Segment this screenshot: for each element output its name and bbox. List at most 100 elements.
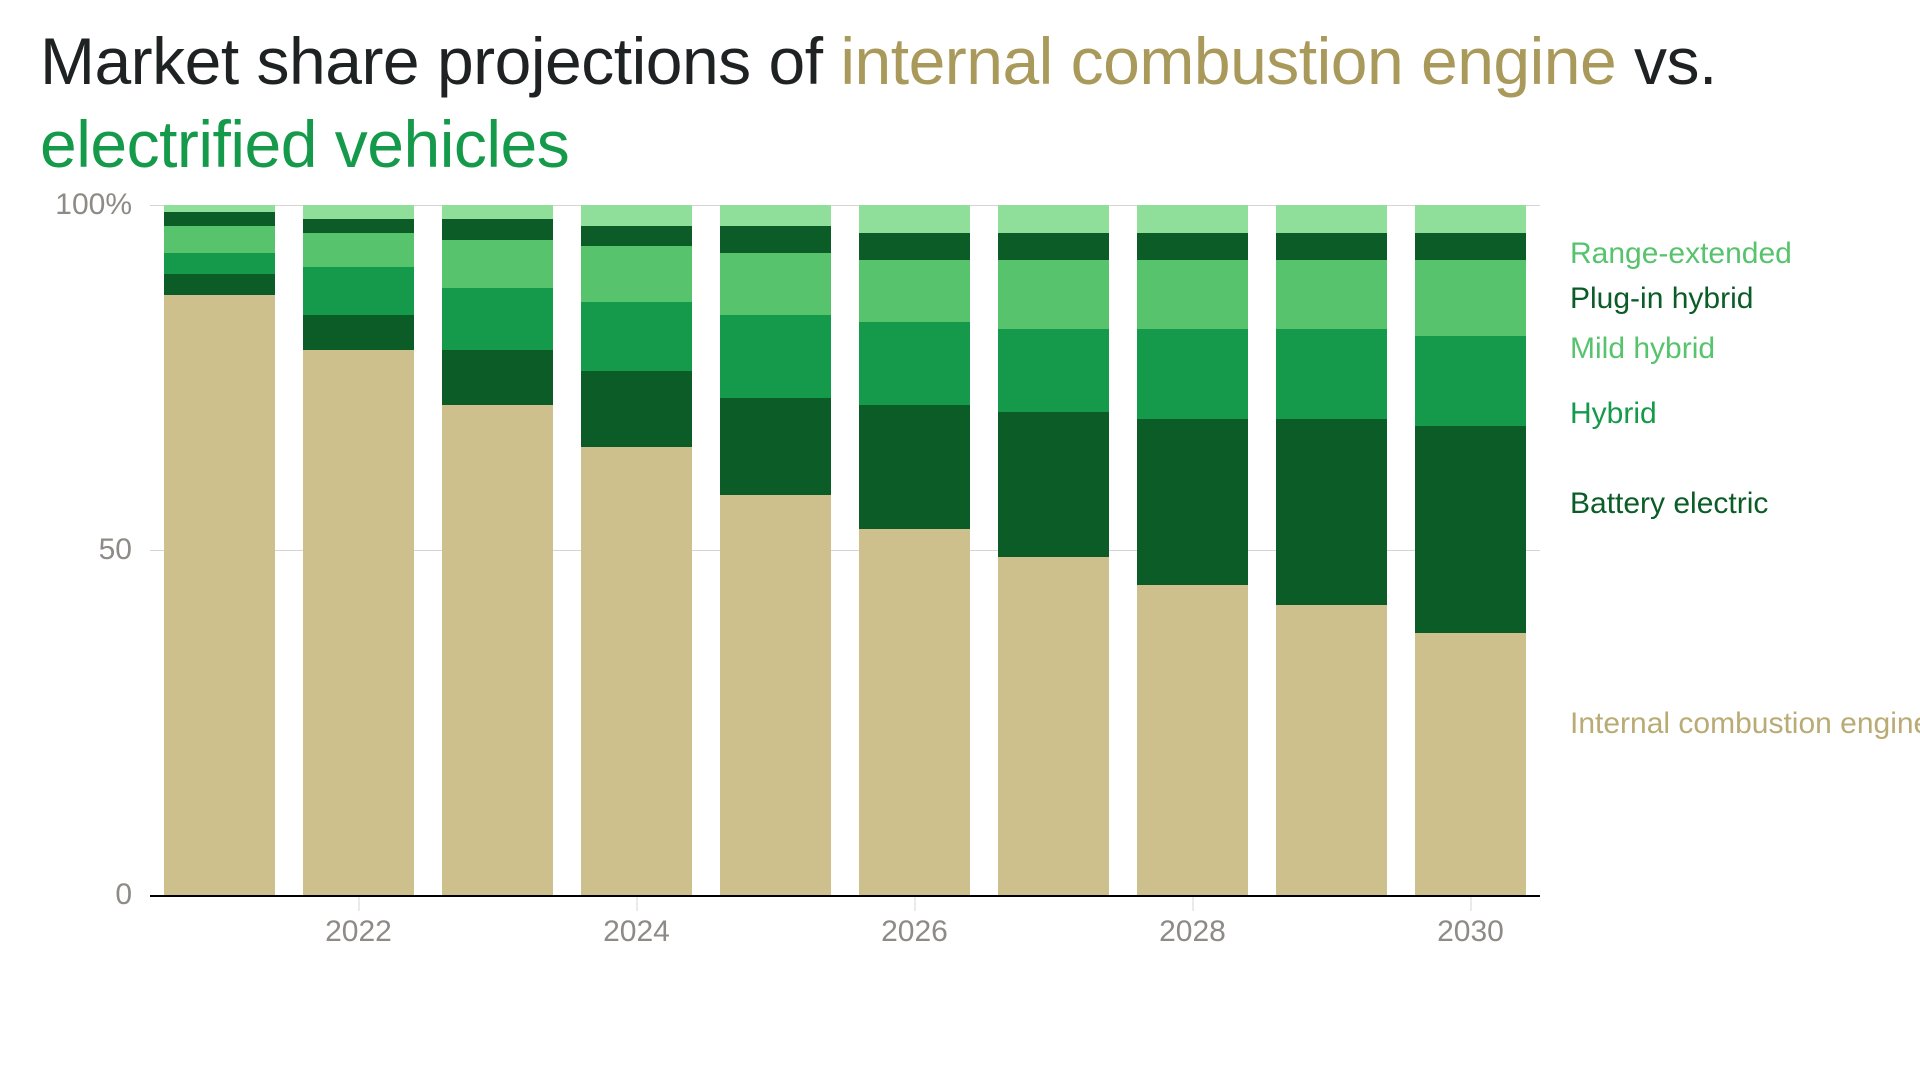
stacked-bar [442,205,553,895]
x-tick [1192,897,1193,911]
bar-slot [1123,205,1262,895]
x-slot [706,897,845,957]
bar-segment-mild [442,240,553,288]
title-segment: internal combustion engine [840,24,1616,98]
stacked-bar [581,205,692,895]
bar-segment-phev [998,233,1109,261]
stacked-bar [859,205,970,895]
legend: Range-extended Plug-in hybrid Mild hybrid H… [1570,205,1920,895]
bar-segment-ice [581,447,692,896]
bar-group [150,205,1540,895]
bar-slot [984,205,1123,895]
x-tick [1470,897,1471,911]
bar-segment-range [720,205,831,226]
bar-slot [845,205,984,895]
stacked-bar [998,205,1109,895]
bar-segment-phev [442,219,553,240]
x-slot [984,897,1123,957]
bar-segment-mild [1137,260,1248,329]
bar-segment-range [303,205,414,219]
bar-segment-phev [859,233,970,261]
x-axis-label: 2030 [1437,915,1504,949]
bar-segment-hybrid [998,329,1109,412]
x-slot: 2030 [1401,897,1540,957]
bar-segment-ice [720,495,831,895]
x-axis-label: 2028 [1159,915,1226,949]
bar-segment-hybrid [1415,336,1526,426]
bar-segment-mild [859,260,970,322]
bar-segment-mild [1415,260,1526,336]
stacked-bar [303,205,414,895]
bar-segment-ice [1415,633,1526,895]
bar-segment-ice [303,350,414,895]
bar-segment-hybrid [720,315,831,398]
chart-title: Market share projections of internal com… [40,20,1880,185]
stacked-bar [1137,205,1248,895]
x-slot: 2028 [1123,897,1262,957]
x-slot [1262,897,1401,957]
x-slot: 2026 [845,897,984,957]
x-axis-label: 2024 [603,915,670,949]
bar-segment-hybrid [164,253,275,274]
bar-segment-mild [998,260,1109,329]
bar-segment-range [998,205,1109,233]
bar-slot [1401,205,1540,895]
x-axis: 2022 2024 2026 2028 2030 [150,897,1540,957]
legend-item-mild: Mild hybrid [1570,330,1920,368]
bar-segment-range [164,205,275,212]
x-axis-label: 2026 [881,915,948,949]
title-segment: electrified vehicles [40,107,569,181]
x-slot: 2022 [289,897,428,957]
bar-slot [289,205,428,895]
bar-segment-ice [1137,585,1248,896]
y-axis-label: 50 [99,533,150,567]
bar-segment-phev [581,226,692,247]
title-segment: vs. [1616,24,1717,98]
y-axis-label: 100% [55,188,150,222]
bar-slot [150,205,289,895]
x-slot [428,897,567,957]
bar-segment-mild [1276,260,1387,329]
bar-segment-hybrid [581,302,692,371]
bar-segment-hybrid [1276,329,1387,419]
bar-segment-phev [1276,233,1387,261]
bar-segment-bev [1276,419,1387,605]
bar-segment-bev [1137,419,1248,585]
bar-segment-range [859,205,970,233]
bar-segment-phev [164,212,275,226]
bar-slot [706,205,845,895]
bar-slot [428,205,567,895]
legend-item-phev: Plug-in hybrid [1570,280,1920,318]
bar-segment-range [581,205,692,226]
bar-segment-mild [720,253,831,315]
legend-item-hybrid: Hybrid [1570,395,1920,433]
bar-segment-phev [1415,233,1526,261]
bar-segment-mild [581,246,692,301]
legend-item-ice: Internal combustion engine [1570,705,1920,743]
bar-segment-phev [1137,233,1248,261]
x-tick [358,897,359,911]
bar-segment-bev [720,398,831,495]
plot: 050100% 20222024202620282030 [40,205,1540,957]
bar-segment-ice [859,529,970,895]
title-segment: Market share projections of [40,24,840,98]
stacked-bar [1415,205,1526,895]
bar-segment-bev [442,350,553,405]
bar-segment-bev [164,274,275,295]
stacked-bar [1276,205,1387,895]
bar-segment-hybrid [859,322,970,405]
bar-segment-bev [998,412,1109,557]
y-axis-label: 0 [115,878,150,912]
bar-segment-phev [303,219,414,233]
plot-inner: 050100% 20222024202620282030 [150,205,1540,957]
bar-segment-bev [1415,426,1526,633]
bar-segment-bev [303,315,414,350]
bar-segment-range [1276,205,1387,233]
bar-segment-phev [720,226,831,254]
bar-slot [567,205,706,895]
bar-segment-bev [581,371,692,447]
bar-segment-ice [1276,605,1387,895]
stacked-bar [720,205,831,895]
bar-segment-hybrid [1137,329,1248,419]
legend-item-range: Range-extended [1570,235,1920,273]
